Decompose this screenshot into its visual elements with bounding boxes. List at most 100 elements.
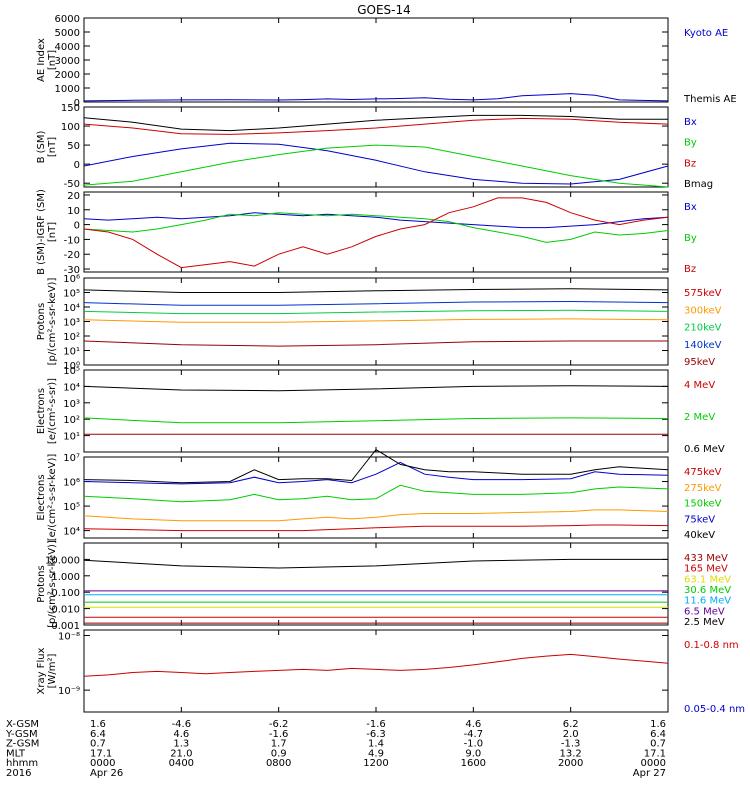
footer-cell: 0.7: [90, 739, 106, 750]
footer-cell: 1.4: [368, 739, 384, 750]
footer-cell: 0000: [90, 758, 115, 769]
footer-cell: 0000: [641, 758, 666, 769]
panel-bsm: -50 0 50 100 150 B (SM) [nT] Bx By Bz Bmag: [36, 103, 713, 190]
series-line-bz: [83, 117, 669, 135]
y-axis-label: B (SM)-IGRF (SM): [36, 189, 47, 275]
y-tick-label: 20: [67, 191, 80, 202]
legend-entry: 75keV: [684, 514, 715, 525]
series-line-kyoto-ae: [83, 93, 669, 102]
y-tick-label: 0.001: [51, 621, 80, 632]
footer-cell: 6.2: [563, 719, 579, 730]
footer-cell: 13.2: [560, 748, 582, 759]
panel-electrons_low: 10⁴ 10⁵ 10⁶ 10⁷ Electrons [e/(cm²-s-sr-keV)] 4…: [36, 448, 722, 541]
panel-frame: [83, 629, 669, 713]
y-tick-label: 3000: [55, 56, 80, 67]
legend-entry: 2.5 MeV: [684, 617, 725, 628]
y-tick-label: 100: [61, 122, 80, 133]
y-axis-label: Protons: [36, 303, 47, 340]
legend-entry: Themis AE: [683, 94, 737, 105]
y-axis-label: [nT]: [47, 50, 58, 70]
footer-cell: 4.9: [368, 748, 384, 759]
y-tick-label: 10: [67, 206, 80, 217]
footer-cell: 9.0: [465, 748, 481, 759]
footer-cell: 1.3: [173, 739, 189, 750]
footer-row-label: hhmm: [6, 758, 38, 769]
legend-entry: 2 MeV: [684, 412, 715, 423]
series-line-300kev: [83, 318, 669, 323]
legend-entry: 575keV: [684, 288, 722, 299]
footer-cell: 1.6: [90, 719, 106, 730]
y-tick-label: 10⁵: [63, 502, 80, 513]
panel-frame: [83, 191, 669, 273]
footer-cell: 2.0: [563, 729, 579, 740]
y-tick-label: 10¹: [63, 347, 80, 358]
y-axis-label: [p/(cm²-s-sr-keV)]: [47, 278, 58, 366]
series-line-bx: [83, 142, 669, 185]
y-tick-label: 50: [67, 141, 80, 152]
legend-entry: 0.1-0.8 nm: [684, 640, 739, 651]
y-tick-label: 1.000: [51, 572, 80, 583]
legend-entry: 30.6 MeV: [684, 585, 731, 596]
y-tick-label: 10³: [63, 318, 80, 329]
footer-cell: Apr 27: [633, 768, 666, 779]
legend-entry: 40keV: [684, 530, 715, 541]
panel-frame: [83, 369, 669, 453]
footer-row-label: Y-GSM: [5, 729, 38, 740]
series-line-bmag: [83, 114, 668, 132]
y-tick-label: 6000: [55, 14, 80, 25]
legend-entry: 0.05-0.4 nm: [684, 704, 745, 715]
y-tick-label: 10⁴: [63, 303, 80, 314]
legend-entry: 63.1 MeV: [684, 574, 731, 585]
y-tick-label: 10⁶: [63, 274, 80, 285]
y-tick-label: 1000: [55, 84, 80, 95]
y-tick-label: 2000: [55, 70, 80, 81]
y-tick-label: 0: [74, 221, 80, 232]
legend-entry: 475keV: [684, 467, 722, 478]
series-line-by: [83, 212, 669, 243]
series-line-150kev: [83, 484, 669, 503]
y-tick-label: 10⁴: [63, 382, 80, 393]
legend-entry: 0.6 MeV: [684, 444, 725, 455]
series-line-2-mev: [83, 417, 669, 424]
y-tick-label: 150: [61, 103, 80, 114]
y-tick-label: 10⁵: [63, 289, 80, 300]
y-tick-label: 10⁵: [63, 366, 80, 377]
y-tick-label: 0: [74, 98, 80, 109]
footer-cell: -4.6: [172, 719, 192, 730]
footer-cell: 1.6: [650, 719, 666, 730]
legend-entry: 150keV: [684, 499, 722, 510]
panel-frame: [83, 542, 669, 626]
series-line-475kev: [83, 524, 669, 532]
legend-entry: 4 MeV: [684, 380, 715, 391]
legend-entry: 275keV: [684, 483, 722, 494]
series-line-275kev: [83, 509, 669, 522]
footer-cell: 1600: [461, 758, 486, 769]
y-axis-label: [e/(cm²-s-sr)]: [47, 378, 58, 444]
legend-entry: 165 MeV: [684, 564, 728, 575]
panel-xray: 10⁻⁹ 10⁻⁸ Xray Flux [W/m²] 0.1-0.8 nm 0.05-0.…: [36, 629, 745, 715]
y-tick-label: 10²: [63, 415, 80, 426]
footer-cell: 0.7: [650, 739, 666, 750]
y-tick-label: 10⁷: [63, 453, 80, 464]
y-axis-label: Electrons: [36, 474, 47, 520]
panel-frame: [83, 106, 669, 188]
footer-cell: -6.2: [269, 719, 289, 730]
plot-title: GOES-14: [357, 3, 411, 17]
series-line-0-1-0-8-nm: [83, 653, 669, 677]
series-line-75kev: [83, 461, 669, 485]
legend-entry: 300keV: [684, 305, 722, 316]
legend-entry: Bx: [684, 117, 697, 128]
footer-cell: -1.6: [269, 729, 289, 740]
legend-entry: 210keV: [684, 323, 722, 334]
panel-bigrf: -30 -20 -10 0 10 20 B (SM)-IGRF (SM) [nT] Bx By Bz: [36, 189, 697, 276]
footer-row-label: Z-GSM: [6, 739, 39, 750]
footer-cell: 17.1: [90, 748, 112, 759]
panel-protons_low: 10⁰ 10¹ 10² 10³ 10⁴ 10⁵ 10⁶ Protons [p/(cm²-s-sr…: [36, 274, 722, 372]
footer-cell: 1200: [363, 758, 388, 769]
footer-cell: -1.3: [561, 739, 581, 750]
legend-entry: 433 MeV: [684, 553, 728, 564]
series-line-210kev: [83, 309, 669, 315]
legend-entry: 6.5 MeV: [684, 606, 725, 617]
footer-cell: 17.1: [644, 748, 666, 759]
